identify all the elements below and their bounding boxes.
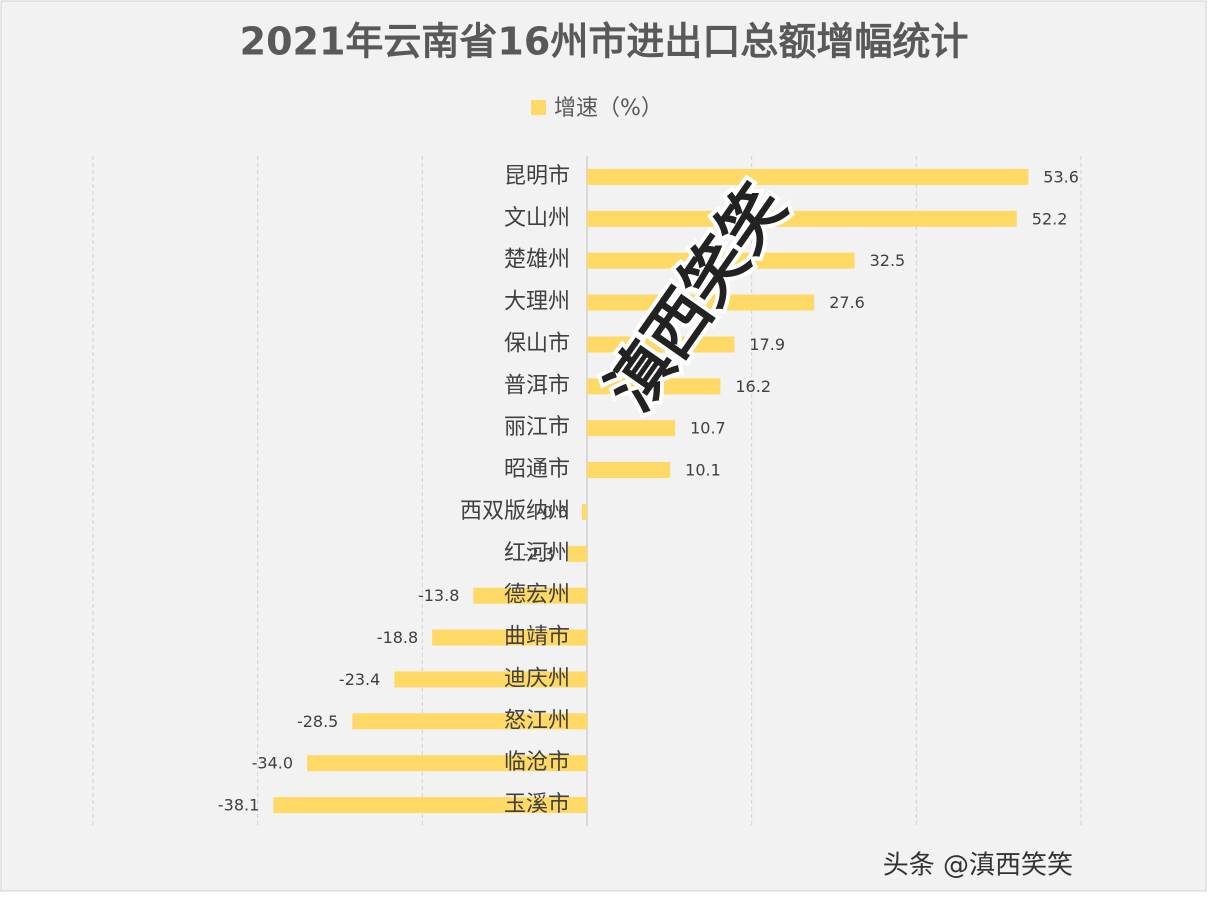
category-label: 楚雄州 [504,248,570,273]
value-label: -0.6 [537,502,568,521]
bar [587,420,676,437]
value-label: 53.6 [1043,167,1079,186]
bar [394,671,587,688]
value-label: -23.4 [339,670,380,689]
bar [587,378,721,395]
category-label: 怒江州 [504,708,570,733]
value-label: -18.8 [377,628,418,647]
value-label: -38.1 [218,796,259,815]
bar [587,294,815,311]
category-label: 普洱市 [504,373,570,398]
bar [582,503,587,520]
bar [432,629,587,646]
value-label: 52.2 [1032,209,1068,228]
chart-title: 2021年云南省16州市进出口总额增幅统计 [240,20,969,64]
value-label: 10.1 [685,461,721,480]
category-label: 保山市 [504,331,570,356]
value-label: 10.7 [690,419,726,438]
category-label: 昆明市 [504,164,570,189]
category-label: 红河州 [504,541,570,566]
category-label: 昭通市 [504,457,570,482]
value-label: -28.5 [297,712,338,731]
value-label: 17.9 [749,335,785,354]
category-label: 文山州 [504,206,570,231]
watermark-footer: 头条 @滇西笑笑 [883,851,1073,881]
category-label: 临沧市 [504,750,570,775]
bar [568,545,587,562]
value-label: -34.0 [252,754,293,773]
bar [587,252,855,269]
bar [587,336,735,353]
category-label: 曲靖市 [504,625,570,650]
value-label: -2.3 [523,544,554,563]
bar [273,797,587,814]
category-label: 迪庆州 [504,666,570,691]
legend-swatch [531,100,546,115]
bar [307,755,587,772]
bar [473,587,587,604]
bar [587,210,1017,227]
legend-label: 增速（%） [554,96,663,121]
value-label: 16.2 [735,377,771,396]
category-label: 大理州 [504,290,570,315]
category-label: 丽江市 [504,415,570,440]
bar [587,462,671,479]
value-label: 27.6 [829,293,865,312]
value-label: 32.5 [870,251,906,270]
category-label: 西双版纳州 [460,499,570,524]
category-label: 德宏州 [504,583,570,608]
value-label: -13.8 [418,586,459,605]
bar [352,713,587,730]
bar [587,168,1029,185]
category-label: 玉溪市 [504,792,570,817]
